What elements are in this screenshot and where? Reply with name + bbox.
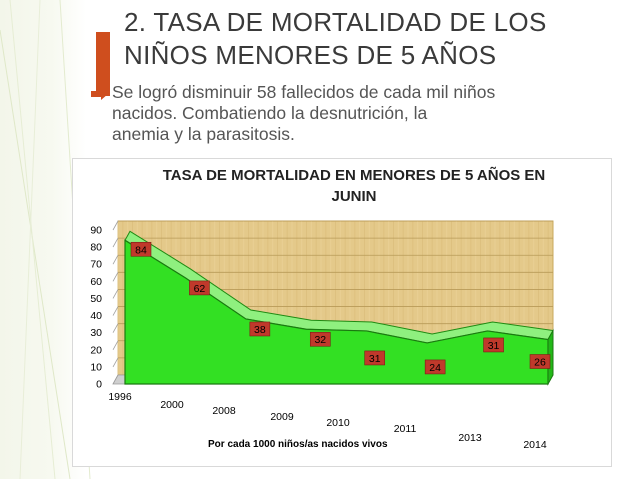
gridline-depth (112, 357, 119, 368)
data-label: 31 (369, 353, 381, 365)
y-tick-label: 80 (90, 242, 102, 254)
slide-title: 2. TASA DE MORTALIDAD DE LOS NIÑOS MENOR… (124, 6, 624, 72)
title-accent-bar (96, 32, 110, 96)
gridline-depth (112, 220, 119, 231)
x-tick-label: 2000 (160, 399, 184, 411)
y-tick-label: 10 (90, 361, 102, 373)
data-label-box (529, 354, 551, 369)
gridline-depth (112, 323, 119, 333)
y-tick-label: 0 (96, 379, 102, 391)
data-label-box (130, 241, 152, 257)
y-tick-label: 90 (90, 225, 102, 237)
y-tick-label: 30 (90, 327, 102, 339)
bullet-line-2: nacidos. Combatiendo la desnutrición, la (112, 103, 428, 123)
x-axis-note: Por cada 1000 niños/as nacidos vivos (208, 439, 388, 450)
data-label: 31 (488, 340, 500, 352)
chart-title-line-1: TASA DE MORTALIDAD EN MENORES DE 5 AÑOS … (162, 167, 546, 184)
data-label-box (483, 337, 504, 353)
data-label-box (249, 321, 271, 337)
bullet-text: Se logró disminuir 58 fallecidos de cada… (112, 82, 632, 145)
gridline-depth (112, 340, 119, 350)
data-label: 26 (534, 357, 546, 369)
data-label-box (364, 350, 386, 366)
gridline-depth (112, 237, 119, 248)
decorative-stripe (0, 0, 86, 479)
gridline-depth (112, 255, 119, 265)
bullet-line-3: anemia y la parasitosis. (112, 124, 295, 144)
bullet-line-1: Se logró disminuir 58 fallecidos de cada… (112, 82, 496, 102)
x-tick-label: 2008 (212, 405, 236, 417)
data-label-box (189, 280, 210, 296)
y-tick-label: 40 (90, 310, 102, 322)
data-label: 24 (429, 362, 441, 374)
y-tick-label: 70 (90, 259, 102, 271)
x-tick-label: 2014 (523, 439, 547, 451)
x-tick-label: 1996 (108, 391, 132, 403)
gridline-depth (112, 306, 119, 316)
x-tick-label: 2010 (326, 417, 350, 429)
data-label-box (309, 331, 331, 347)
y-tick-label: 20 (90, 344, 102, 356)
y-tick-label: 60 (90, 276, 102, 288)
gridline-depth (112, 272, 119, 282)
y-tick-label: 50 (90, 293, 102, 305)
chart-title: TASA DE MORTALIDAD EN MENORES DE 5 AÑOS … (120, 165, 588, 207)
area-side-face (547, 328, 554, 386)
title-line-1: 2. TASA DE MORTALIDAD DE LOS (124, 7, 547, 37)
data-label: 38 (254, 324, 266, 336)
x-tick-label: 2011 (394, 423, 417, 435)
arrow-right-icon (91, 88, 108, 100)
data-label: 62 (194, 283, 206, 295)
data-label: 84 (135, 244, 147, 256)
data-label: 32 (314, 334, 326, 346)
chart-title-line-2: JUNIN (331, 188, 377, 205)
x-tick-label: 2009 (270, 411, 294, 423)
data-label-box (424, 359, 446, 375)
x-tick-label: 2013 (458, 432, 482, 444)
title-line-2: NIÑOS MENORES DE 5 AÑOS (124, 40, 497, 70)
gridline-depth (112, 289, 119, 299)
